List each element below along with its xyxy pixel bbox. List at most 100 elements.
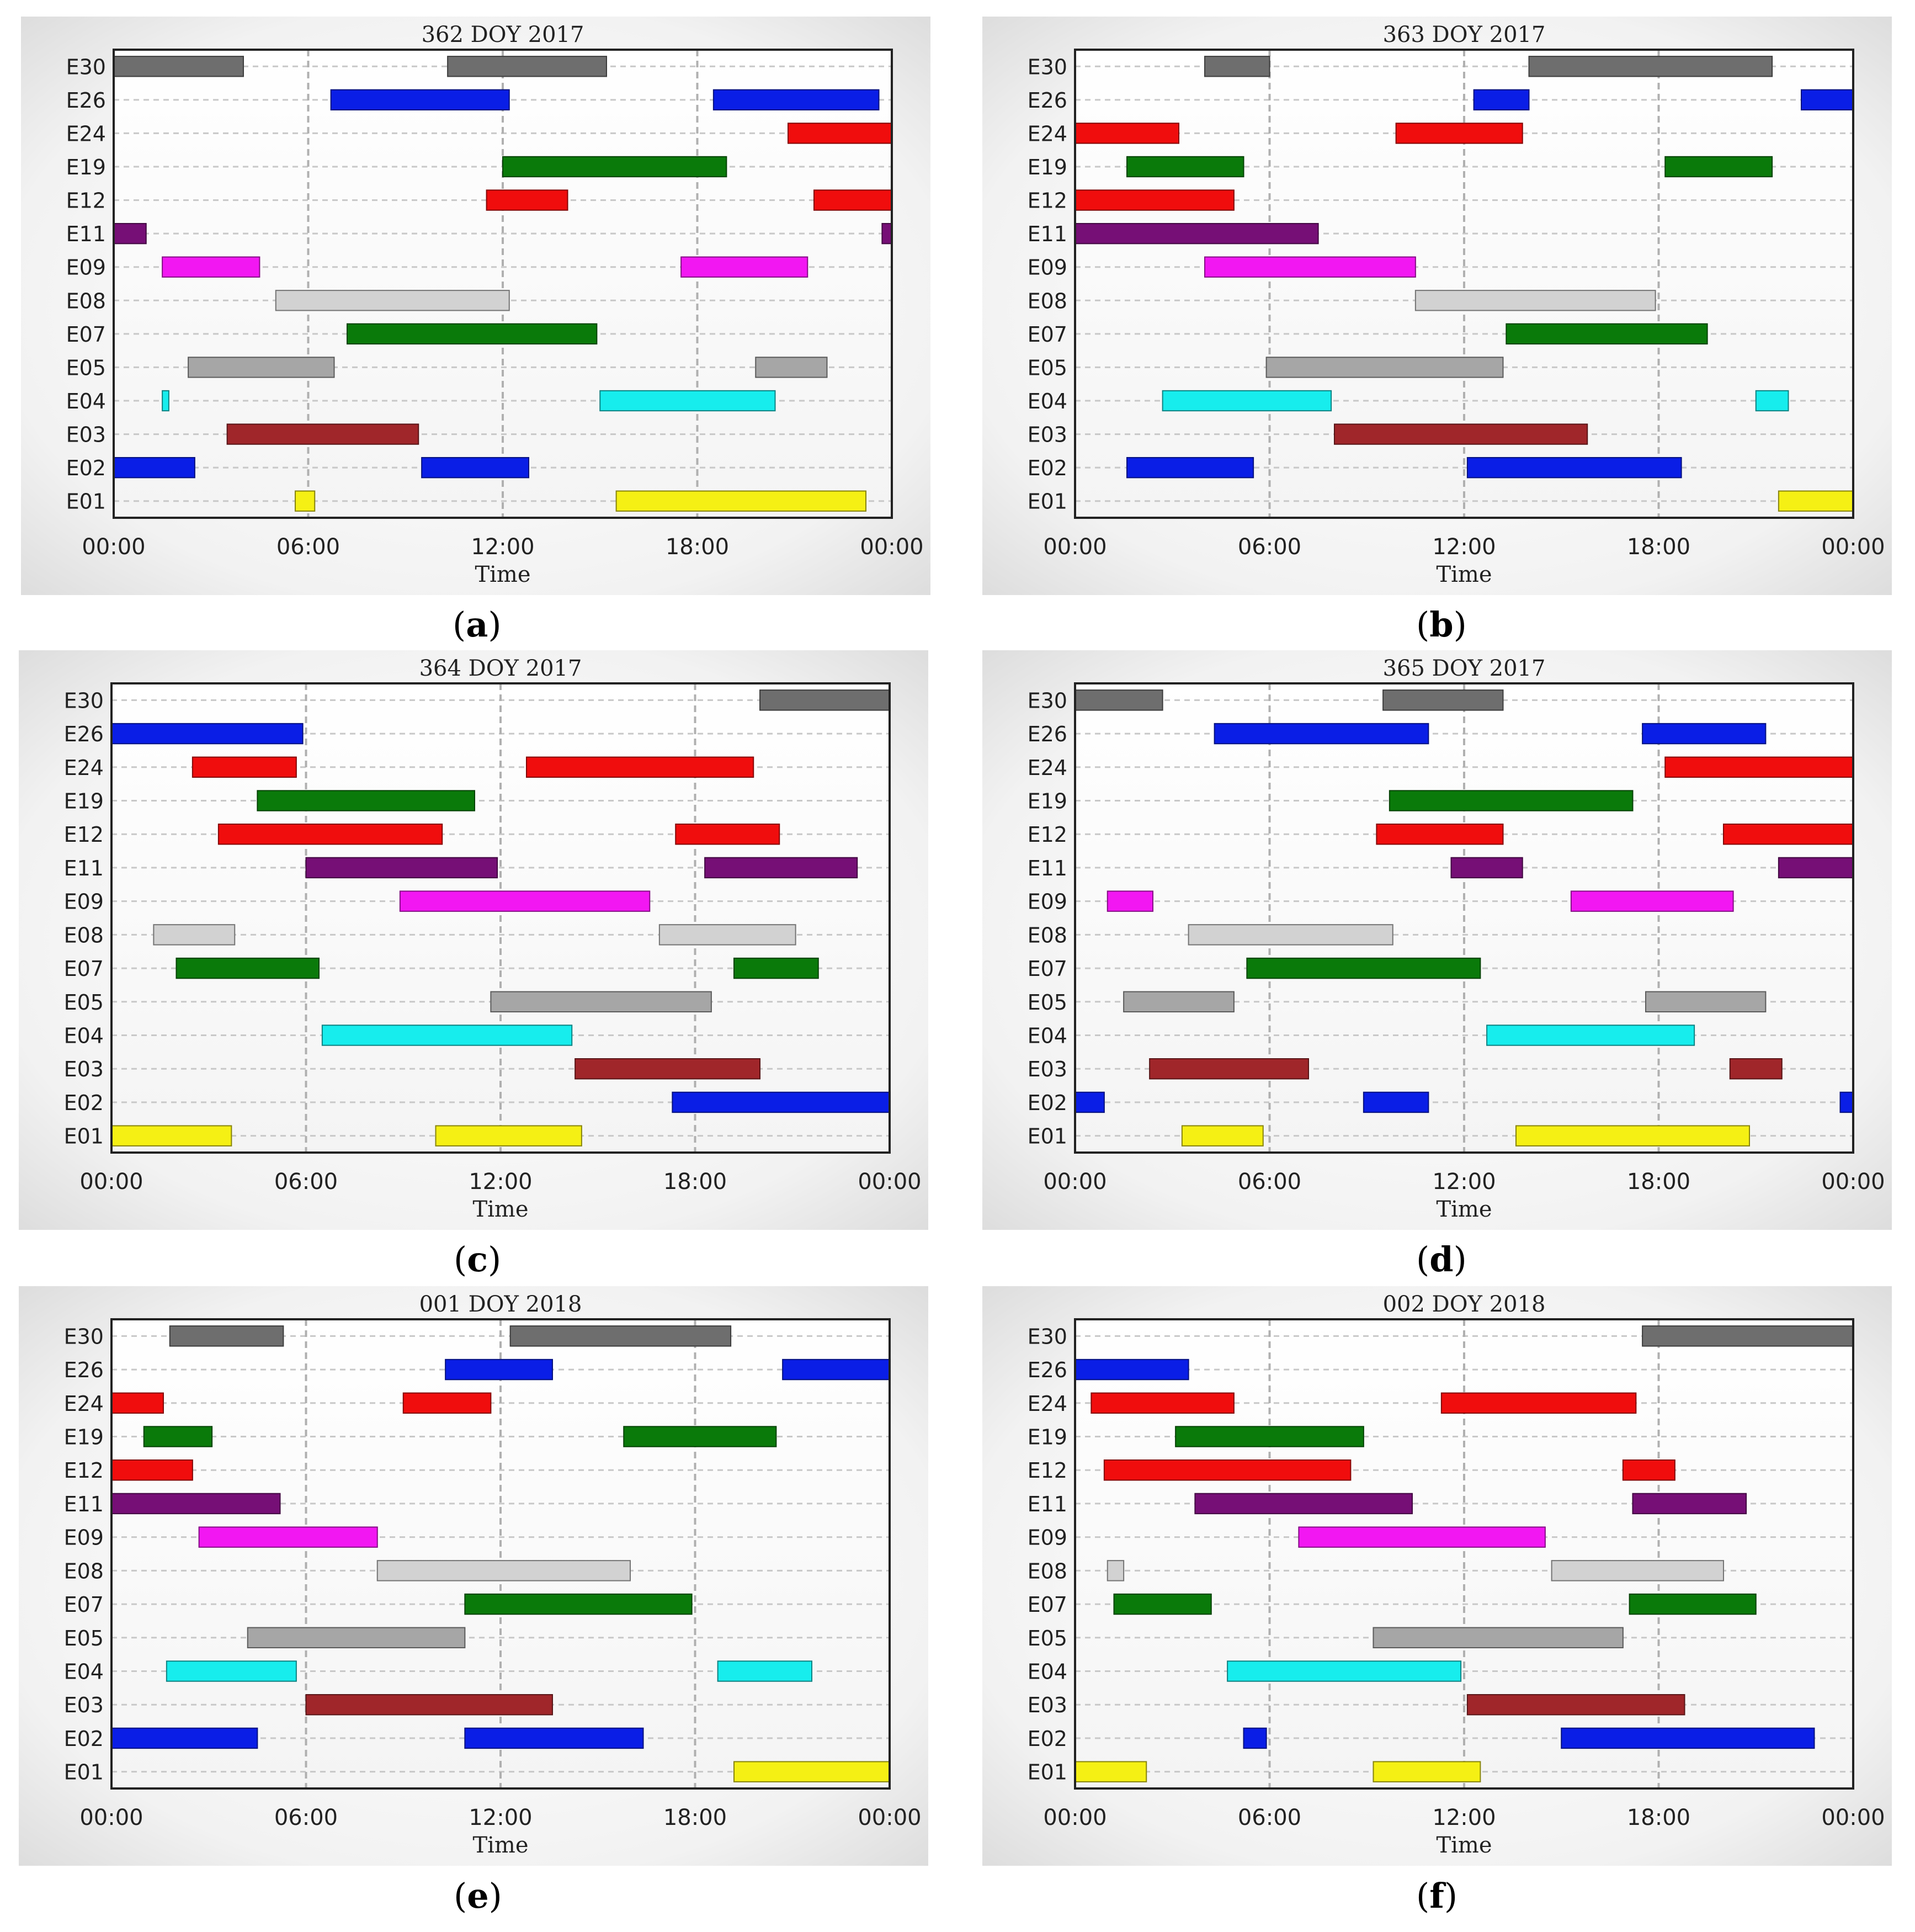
plot-frame [1074, 49, 1854, 519]
chart-panel-b: 363 DOY 2017 E30 E26 E24 E19 E12 E11 E09 E08 E07 E… [982, 17, 1892, 595]
bar-e11 [1778, 857, 1854, 879]
bar-e12 [486, 189, 568, 211]
bar-e02 [1839, 1091, 1854, 1113]
bar-e01 [1181, 1125, 1264, 1147]
x-axis-label: Time [475, 562, 530, 587]
bar-e09 [162, 256, 260, 278]
bar-e11 [1450, 857, 1523, 879]
y-tick-label: E07 [1028, 322, 1067, 347]
bar-e26 [782, 1358, 890, 1381]
bar-e11 [113, 222, 147, 245]
bar-e04 [1162, 390, 1332, 412]
x-tick-label: 18:00 [1627, 1805, 1690, 1830]
bar-e09 [1298, 1526, 1546, 1548]
y-tick-label: E30 [1028, 1324, 1067, 1349]
bar-e26 [1074, 1358, 1189, 1381]
chart-title: 362 DOY 2017 [422, 22, 584, 47]
y-tick-label: E09 [1028, 1526, 1067, 1550]
x-axis-label: Time [472, 1833, 528, 1858]
y-tick-label: E24 [1028, 1392, 1067, 1416]
bar-e01 [111, 1125, 232, 1147]
caption-b: (b) [1416, 604, 1467, 645]
bar-e19 [1389, 790, 1634, 811]
y-tick-label: E07 [1028, 1593, 1067, 1617]
bar-e04 [321, 1025, 573, 1046]
x-tick-label: 00:00 [858, 1805, 921, 1830]
bar-e11 [1632, 1493, 1747, 1515]
bar-e04 [1755, 390, 1789, 412]
x-tick-label: 00:00 [1043, 1169, 1107, 1195]
y-tick-label: E09 [1028, 256, 1067, 280]
bar-e05 [188, 357, 335, 378]
y-tick-label: E08 [1028, 289, 1067, 313]
bar-e02 [672, 1091, 890, 1113]
bar-e08 [1107, 1560, 1125, 1581]
y-tick-label: E12 [1028, 189, 1067, 213]
x-tick-label: 18:00 [666, 534, 729, 560]
y-tick-label: E08 [64, 1559, 104, 1583]
y-tick-label: E02 [1028, 1091, 1067, 1115]
bar-e11 [305, 857, 498, 879]
bar-e30 [113, 56, 244, 77]
x-tick-label: 00:00 [79, 1169, 143, 1195]
gantt-chart-c: 364 DOY 2017 E30 E26 E24 E19 E12 E11 E09 E08 E07 E… [19, 650, 928, 1230]
x-tick-label: 12:00 [469, 1169, 532, 1195]
y-tick-label: E01 [1028, 1760, 1067, 1785]
y-tick-label: E11 [64, 1492, 104, 1516]
y-tick-label: E24 [64, 756, 104, 780]
y-tick-label: E07 [66, 322, 106, 347]
x-tick-label: 18:00 [663, 1169, 727, 1195]
y-tick-label: E24 [66, 121, 106, 146]
x-tick-label: 12:00 [1432, 534, 1496, 560]
bar-e12 [1622, 1459, 1675, 1481]
x-tick-label: 12:00 [1432, 1805, 1496, 1830]
x-tick-label: 06:00 [1238, 534, 1301, 560]
x-tick-label: 00:00 [1043, 1805, 1107, 1830]
bar-e04 [717, 1660, 812, 1682]
y-tick-label: E08 [66, 289, 106, 313]
bar-e08 [658, 924, 796, 946]
x-tick-label: 06:00 [1238, 1805, 1301, 1830]
y-tick-label: E03 [64, 1057, 104, 1081]
y-tick-label: E19 [1028, 155, 1067, 179]
y-tick-label: E08 [1028, 1559, 1067, 1583]
bar-e12 [813, 189, 892, 211]
y-tick-label: E04 [64, 1660, 104, 1684]
y-tick-label: E01 [64, 1760, 104, 1785]
bar-e03 [1466, 1694, 1685, 1716]
bar-e04 [166, 1660, 297, 1682]
bar-e08 [1188, 924, 1393, 946]
bar-e01 [733, 1761, 890, 1782]
y-tick-label: E01 [66, 490, 106, 514]
bar-e07 [1113, 1593, 1212, 1615]
caption-d: (d) [1416, 1239, 1467, 1280]
x-tick-label: 00:00 [1043, 534, 1107, 560]
y-tick-label: E04 [1028, 1660, 1067, 1684]
bar-e03 [305, 1694, 553, 1716]
y-tick-label: E26 [66, 88, 106, 113]
bar-e01 [1074, 1761, 1147, 1782]
bar-e11 [704, 857, 858, 879]
y-tick-label: E02 [64, 1727, 104, 1751]
chart-panel-c: 364 DOY 2017 E30 E26 E24 E19 E12 E11 E09 E08 E07 E… [19, 650, 928, 1230]
bar-e12 [1103, 1459, 1352, 1481]
gantt-chart-b: 363 DOY 2017 E30 E26 E24 E19 E12 E11 E09 E08 E07 E… [982, 17, 1892, 595]
x-tick-label: 00:00 [1821, 1169, 1885, 1195]
bar-e30 [1528, 56, 1773, 77]
bar-e12 [1074, 189, 1235, 211]
bar-e05 [1123, 991, 1235, 1012]
x-tick-label: 06:00 [1238, 1169, 1301, 1195]
x-tick-label: 18:00 [1627, 1169, 1690, 1195]
bar-e03 [1149, 1058, 1309, 1080]
y-tick-label: E04 [66, 389, 106, 413]
y-tick-label: E26 [1028, 1358, 1067, 1382]
bar-e19 [1175, 1426, 1364, 1447]
y-tick-label: E05 [1028, 990, 1067, 1015]
y-tick-label: E12 [66, 189, 106, 213]
y-tick-label: E08 [1028, 923, 1067, 947]
y-tick-label: E30 [1028, 55, 1067, 79]
bar-e12 [1723, 824, 1854, 845]
plot-frame [110, 1318, 891, 1790]
bar-e12 [1376, 824, 1504, 845]
bar-e05 [490, 991, 712, 1012]
